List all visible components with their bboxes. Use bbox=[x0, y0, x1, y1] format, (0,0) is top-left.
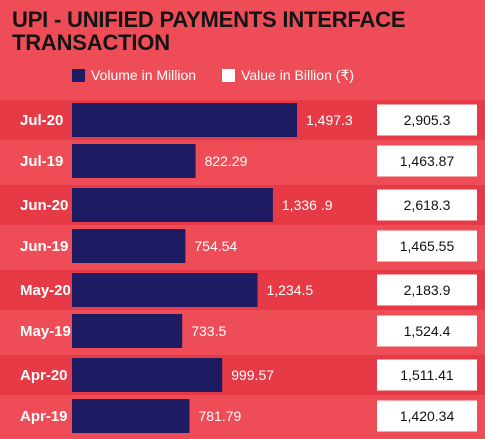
value-data-label: 2,905.3 bbox=[404, 112, 451, 128]
legend: Volume in Million Value in Billion (₹) bbox=[72, 66, 380, 84]
volume-bar bbox=[72, 229, 186, 263]
value-box bbox=[377, 145, 477, 177]
volume-data-label: 1,497.3 bbox=[306, 112, 353, 128]
value-box bbox=[377, 189, 477, 221]
category-label: Apr-20 bbox=[20, 367, 68, 384]
volume-data-label: 1,336 .9 bbox=[282, 197, 333, 213]
chart-title: UPI - UNIFIED PAYMENTS INTERFACE TRANSAC… bbox=[12, 7, 406, 55]
value-box bbox=[377, 400, 477, 432]
volume-data-label: 754.54 bbox=[194, 238, 237, 254]
volume-bar bbox=[72, 103, 297, 137]
volume-bar bbox=[72, 144, 196, 178]
value-data-label: 1,420.34 bbox=[400, 408, 455, 424]
category-label: Jul-19 bbox=[20, 153, 63, 170]
category-label: May-20 bbox=[20, 282, 71, 299]
value-box bbox=[377, 230, 477, 262]
value-data-label: 1,465.55 bbox=[400, 238, 455, 254]
volume-data-label: 781.79 bbox=[198, 408, 241, 424]
value-data-label: 1,524.4 bbox=[404, 323, 451, 339]
value-box bbox=[377, 315, 477, 347]
value-box bbox=[377, 274, 477, 306]
volume-data-label: 1,234.5 bbox=[267, 282, 314, 298]
volume-data-label: 733.5 bbox=[191, 323, 226, 339]
category-label: Jun-20 bbox=[20, 197, 68, 214]
legend-swatch-value bbox=[222, 68, 236, 82]
value-data-label: 2,183.9 bbox=[404, 282, 451, 298]
category-label: May-19 bbox=[20, 323, 71, 340]
volume-data-label: 999.57 bbox=[231, 367, 274, 383]
volume-bar bbox=[72, 358, 223, 392]
category-label: Apr-19 bbox=[20, 408, 68, 425]
legend-item-volume: Volume in Million bbox=[72, 67, 196, 83]
value-data-label: 1,511.41 bbox=[400, 367, 454, 383]
category-label: Jun-19 bbox=[20, 238, 68, 255]
value-box bbox=[377, 104, 477, 136]
legend-label-value: Value in Billion (₹) bbox=[241, 66, 354, 83]
legend-label-volume: Volume in Million bbox=[91, 67, 197, 83]
volume-data-label: 822.29 bbox=[205, 153, 248, 169]
volume-bar bbox=[72, 273, 258, 307]
volume-bar bbox=[72, 399, 190, 433]
value-data-label: 2,618.3 bbox=[404, 197, 451, 213]
legend-item-value: Value in Billion (₹) bbox=[222, 67, 354, 84]
category-label: Jul-20 bbox=[20, 112, 63, 129]
legend-swatch-volume bbox=[72, 68, 85, 82]
volume-bar bbox=[72, 314, 183, 348]
value-box bbox=[377, 359, 477, 391]
value-data-label: 1,463.87 bbox=[400, 153, 455, 169]
volume-bar bbox=[72, 188, 273, 222]
